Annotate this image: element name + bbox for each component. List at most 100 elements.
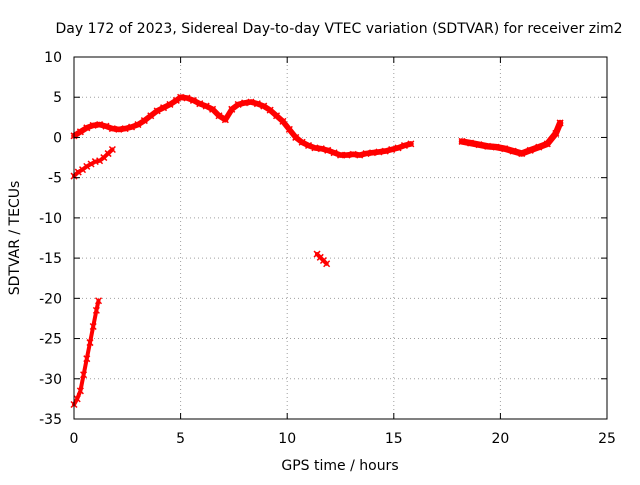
y-tick-label: 10 [44,50,62,66]
y-tick-label: -10 [39,211,62,227]
data-point [89,322,97,331]
data-point [356,151,364,159]
data-point [501,145,509,153]
grid-layer [74,57,607,419]
data-point [543,140,551,148]
data-point [556,119,564,127]
data-point [177,93,185,101]
data-point [234,100,242,108]
data-point [279,117,287,125]
series-isolated-segment [313,250,331,268]
series-steep-rise [70,297,103,409]
data-point [83,124,91,132]
data-point [166,100,174,108]
data-point [394,144,402,152]
y-tick-label: -35 [39,412,62,428]
data-point [253,100,261,108]
data-point [189,96,197,104]
data-point [260,102,268,110]
data-point [74,168,82,176]
data-point [94,297,103,305]
data-point [183,94,191,102]
chart-title: Day 172 of 2023, Sidereal Day-to-day VTE… [56,21,623,37]
data-point [311,144,319,152]
data-point [343,151,351,159]
data-point [96,121,104,129]
data-point [467,139,475,147]
data-point [266,106,274,114]
x-tick-label: 0 [70,431,79,447]
x-tick-label: 25 [598,431,616,447]
data-point [134,121,142,129]
y-tick-label: -5 [48,171,62,187]
data-point [475,141,483,149]
data-point [273,112,281,120]
data-point [518,150,526,158]
data-point [76,387,84,395]
y-tick-label: -20 [39,291,62,307]
data-point [140,117,148,125]
data-point [228,105,236,113]
data-point [492,143,500,151]
data-point [407,140,415,148]
x-tick-label: 10 [278,431,296,447]
data-point [484,142,492,150]
series-late-track [458,119,564,158]
data-point [292,133,300,141]
y-tick-label: -25 [39,332,62,348]
tick-layer: 0 5 10 15 20 25 10 5 0 -5 -10 -15 -20 -25 -30 -35 [39,50,616,447]
x-axis-label: GPS time / hours [281,458,398,474]
data-point [87,160,95,168]
y-tick-label: -30 [39,372,62,388]
data-point [153,107,161,115]
data-point [375,148,383,156]
data-point [247,98,255,106]
x-tick-label: 20 [491,431,509,447]
data-point [388,145,396,154]
data-point [147,112,155,120]
data-point [102,122,110,130]
data-point [221,116,229,124]
y-tick-label: 5 [53,90,62,106]
data-point [196,100,204,108]
data-point [400,141,408,150]
y-tick-label: 0 [53,130,62,146]
plot-frame [73,56,608,420]
y-tick-label: -15 [39,251,62,267]
data-point [83,355,91,363]
data-point [160,104,168,112]
data-point [128,123,136,131]
data-point [349,150,357,158]
data-point [115,125,123,133]
data-point [381,147,389,155]
data-point [92,306,100,314]
data-point [509,147,517,155]
data-point [458,137,466,145]
y-axis-label: SDTVAR / TECUs [7,181,23,296]
series-main-track [70,93,415,159]
data-point [535,143,543,151]
data-point [80,371,88,379]
data-point [304,141,313,150]
data-point [336,151,345,159]
data-point [362,150,370,158]
series-early-lower-track [70,145,116,180]
data-point [552,129,560,137]
data-point [298,138,306,146]
data-point [317,145,325,153]
data-point [241,99,249,107]
data-point [108,125,116,133]
data-point [121,125,129,133]
data-point [73,395,81,403]
x-tick-label: 5 [176,431,185,447]
data-layer [70,93,564,409]
data-point [324,146,332,154]
data-point [323,260,331,268]
data-point [108,145,116,154]
data-point [76,128,84,136]
data-point [83,162,91,170]
data-point [215,112,223,120]
data-point [89,121,97,129]
